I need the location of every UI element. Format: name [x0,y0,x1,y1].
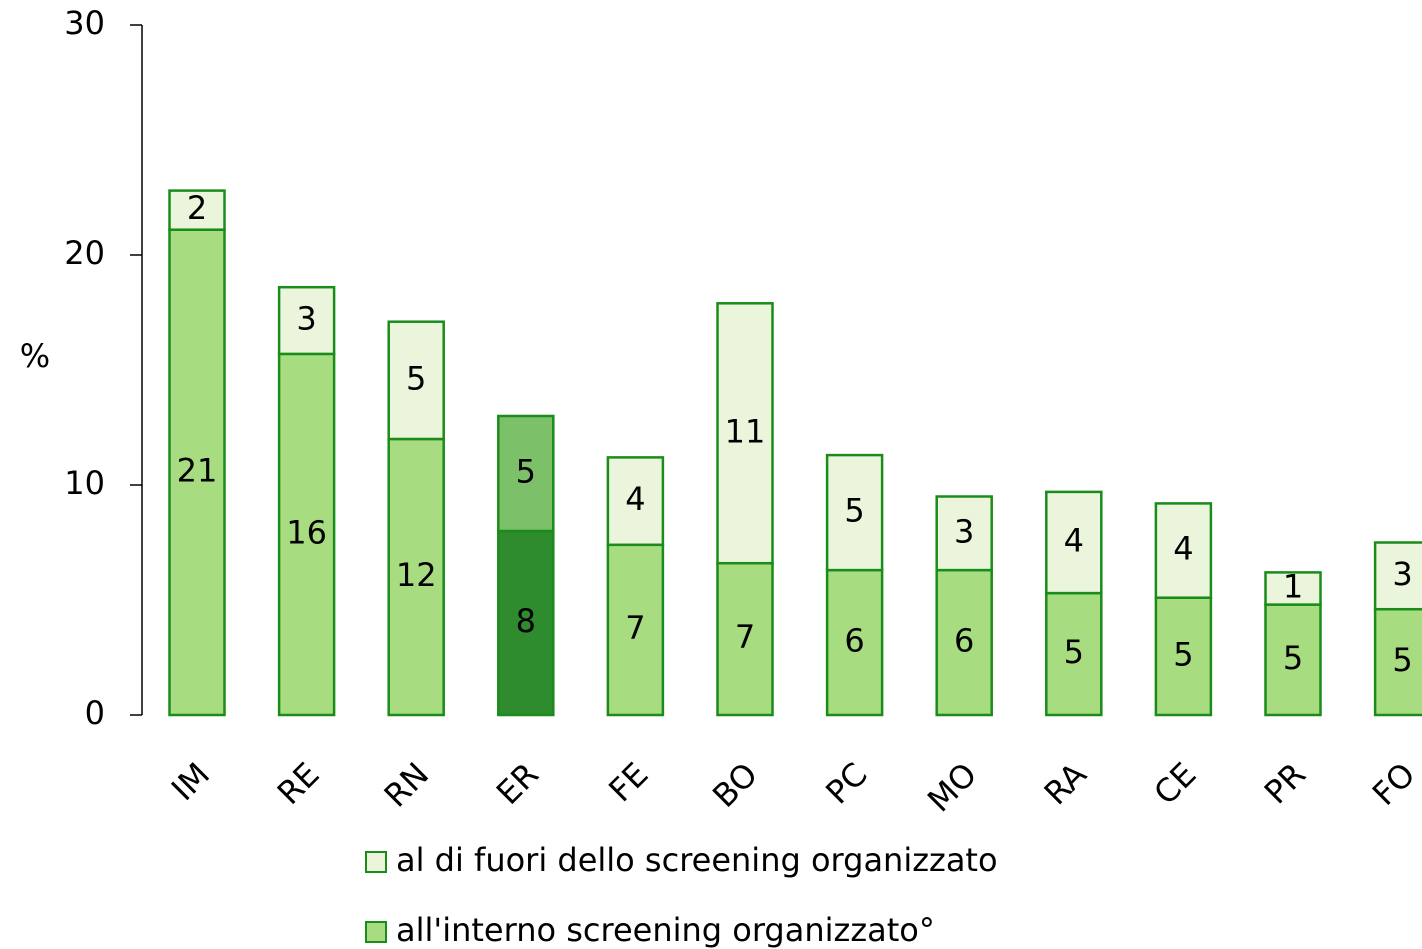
value-label: 12 [396,556,437,594]
value-label: 5 [1064,633,1084,671]
y-tick-label: 10 [64,464,105,502]
bar-segment [606,543,665,717]
bar-segment [825,453,884,572]
bar-segment [606,456,665,547]
y-tick-label: 30 [64,4,105,42]
legend-swatch [365,921,387,943]
y-tick-label: 20 [64,234,105,272]
bar-segment [935,495,993,572]
x-tick-label: PR [1257,755,1313,811]
value-label: 5 [1283,639,1303,677]
x-tick-label: PC [818,755,874,811]
x-tick-label: FE [601,755,655,809]
x-tick-label: MO [920,755,984,819]
bar-segment [168,228,226,717]
value-label: 4 [1064,522,1084,560]
value-label: 6 [844,622,864,660]
x-tick-label: RN [377,755,437,815]
legend-label: all'interno screening organizzato° [396,911,935,949]
bar-segment [1045,591,1103,717]
value-label: 4 [1173,530,1193,568]
value-label: 2 [187,189,207,227]
bar-segment [277,285,336,356]
bar-segment [935,568,993,717]
bar-segment [387,320,445,441]
value-label: 7 [625,609,645,647]
value-label: 6 [954,622,974,660]
bar-segment [1045,490,1103,595]
y-axis-label: % [20,337,50,375]
x-tick-label: RA [1037,755,1094,812]
x-tick-label: ER [489,755,546,812]
bar-segment [497,414,555,533]
bar-segment [1264,571,1322,606]
value-label: 5 [1392,641,1412,679]
value-label: 5 [406,359,426,397]
bar-segment [1373,607,1422,717]
legend-swatch [365,851,387,873]
bar-segment [1154,502,1213,599]
x-tick-label: FO [1365,755,1422,813]
value-label: 8 [516,602,536,640]
value-label: 3 [296,300,316,338]
x-tick-label: IM [164,755,217,808]
x-tick-label: BO [705,755,765,815]
y-tick-label: 0 [85,694,105,732]
value-label: 21 [177,451,218,489]
value-label: 5 [1173,635,1193,673]
legend-label: al di fuori dello screening organizzato [396,841,998,879]
bar-segment [825,568,884,717]
value-label: 3 [1392,555,1412,593]
value-label: 1 [1283,568,1303,606]
value-label: 5 [516,453,536,491]
bar-segment [1154,596,1213,717]
value-label: 16 [286,513,327,551]
value-label: 3 [954,512,974,550]
value-label: 7 [735,618,755,656]
x-tick-label: CE [1146,755,1203,812]
bar-segment [716,302,774,565]
value-label: 11 [725,412,766,450]
bar-segment [1373,541,1422,611]
value-label: 4 [625,480,645,518]
bar-segment [168,189,226,231]
value-label: 5 [844,492,864,530]
x-tick-label: RE [270,755,327,812]
